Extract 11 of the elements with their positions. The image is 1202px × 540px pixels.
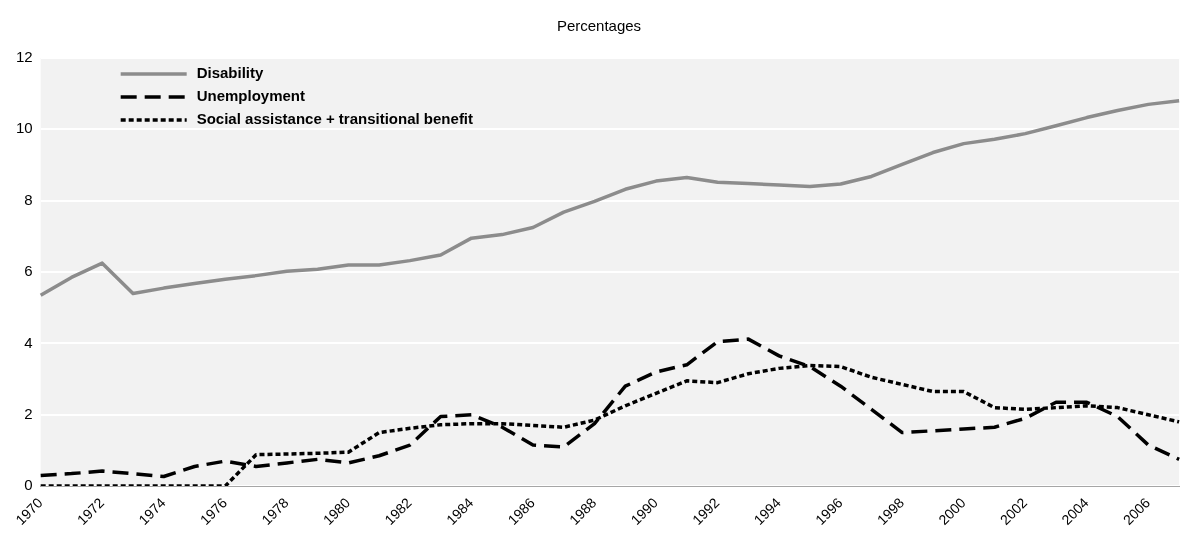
y-tick-label: 0 — [24, 476, 33, 494]
legend-label: Disability — [196, 64, 265, 82]
y-tick-label: 8 — [24, 190, 33, 208]
y-tick-label: 2 — [24, 404, 33, 422]
legend-label: Social assistance + transitional benefit — [196, 110, 474, 128]
y-tick-label: 12 — [16, 48, 33, 66]
legend-label: Unemployment — [196, 87, 306, 105]
y-tick-label: 6 — [24, 262, 33, 280]
y-tick-label: 10 — [16, 119, 33, 137]
y-tick-label: 4 — [24, 333, 33, 351]
chart-title: Percentages — [556, 17, 642, 35]
